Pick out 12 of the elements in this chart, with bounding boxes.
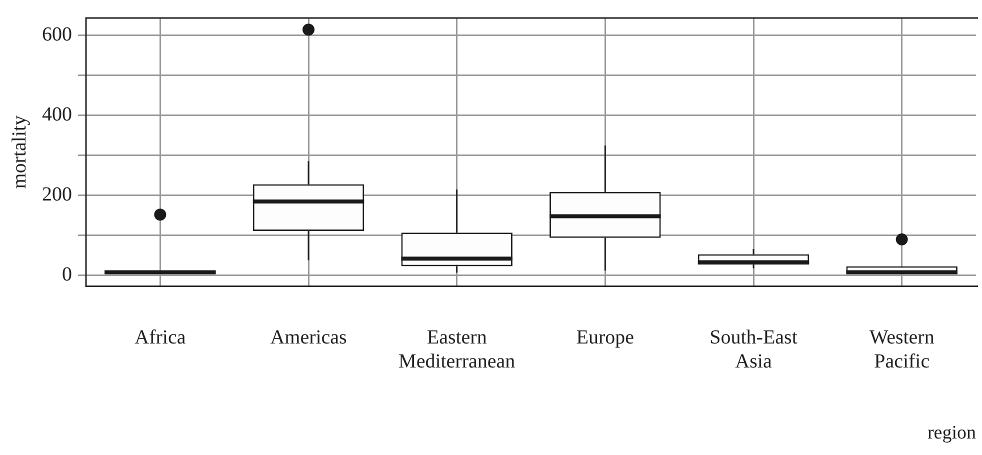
x-axis-title: region	[927, 422, 976, 444]
y-tick-label: 600	[42, 23, 72, 46]
x-tick-label: Americas	[270, 326, 348, 348]
y-tick-label: 400	[42, 103, 72, 126]
y-tick-label: 0	[62, 263, 72, 286]
y-tick-label: 200	[42, 183, 72, 206]
x-tick-label: Europe	[576, 326, 634, 348]
x-tick-label: South-East Asia	[710, 326, 798, 372]
x-tick-label: Eastern Mediterranean	[398, 326, 516, 372]
x-tick-label: Western Pacific	[869, 326, 934, 372]
x-tick-label: Africa	[134, 326, 186, 348]
y-axis-title: mortality	[8, 115, 30, 189]
